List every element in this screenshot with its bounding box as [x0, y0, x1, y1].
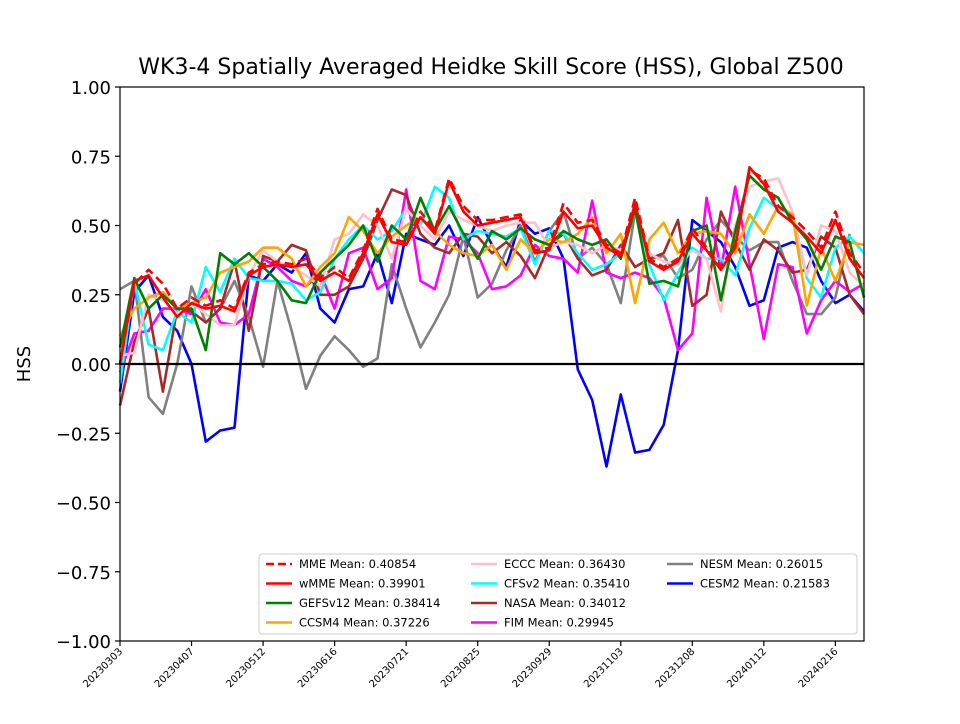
legend-label-cesm2: CESM2 Mean: 0.21583 — [700, 577, 830, 591]
legend-label-gefsv12: GEFSv12 Mean: 0.38414 — [299, 596, 440, 610]
y-tick-label: 0.25 — [71, 286, 111, 307]
y-tick-label: −1.00 — [56, 632, 111, 653]
chart-title: WK3-4 Spatially Averaged Heidke Skill Sc… — [138, 55, 843, 80]
legend-label-fim: FIM Mean: 0.29945 — [504, 616, 614, 630]
x-axis: 20230303 20230407 20230512 20230616 20230721… — [81, 641, 841, 690]
y-axis-label: HSS — [14, 346, 35, 382]
x-tick-label: 20230407 — [153, 646, 197, 690]
y-axis: 1.00 0.75 0.50 0.25 0.00 −0.25 −0.50 −0.75 −1.00 — [56, 78, 120, 653]
legend-box — [258, 553, 858, 635]
legend-label-mme: MME Mean: 0.40854 — [299, 557, 416, 571]
series-line-mme — [118, 168, 866, 365]
y-tick-label: −0.50 — [56, 494, 111, 515]
series-line-ccsm4 — [118, 204, 865, 337]
legend-label-ccsm4: CCSM4 Mean: 0.37226 — [299, 616, 430, 630]
y-tick-label: 0.75 — [71, 147, 111, 168]
legend-label-eccc: ECCC Mean: 0.36430 — [504, 557, 625, 571]
legend-label-nesm: NESM Mean: 0.26015 — [700, 557, 823, 571]
legend-label-cfsv2: CFSv2 Mean: 0.35410 — [504, 577, 630, 591]
series-line-fim — [118, 185, 865, 373]
series-line-gefsv12 — [118, 174, 866, 352]
x-tick-label: 20230929 — [511, 646, 555, 690]
x-tick-label: 20231103 — [582, 646, 626, 690]
series-layer — [118, 166, 866, 468]
y-tick-label: −0.75 — [56, 563, 111, 584]
x-tick-label: 20230512 — [224, 646, 268, 690]
legend: MME Mean: 0.40854 wMME Mean: 0.39901 GEFSv… — [258, 553, 858, 635]
x-tick-label: 20240112 — [725, 646, 769, 690]
x-tick-label: 20240216 — [797, 646, 841, 690]
y-tick-label: 0.50 — [71, 217, 111, 238]
legend-label-wmme: wMME Mean: 0.39901 — [299, 577, 426, 591]
y-tick-label: 0.00 — [71, 355, 111, 376]
x-tick-label: 20231208 — [654, 646, 698, 690]
x-tick-label: 20230721 — [368, 646, 412, 690]
x-tick-label: 20230825 — [439, 646, 483, 690]
x-tick-label: 20230616 — [296, 646, 340, 690]
y-tick-label: 1.00 — [71, 78, 111, 99]
legend-label-nasa: NASA Mean: 0.34012 — [504, 596, 626, 610]
y-tick-label: −0.25 — [56, 424, 111, 445]
series-line-nasa — [118, 188, 866, 406]
series-line-cesm2 — [118, 215, 865, 468]
